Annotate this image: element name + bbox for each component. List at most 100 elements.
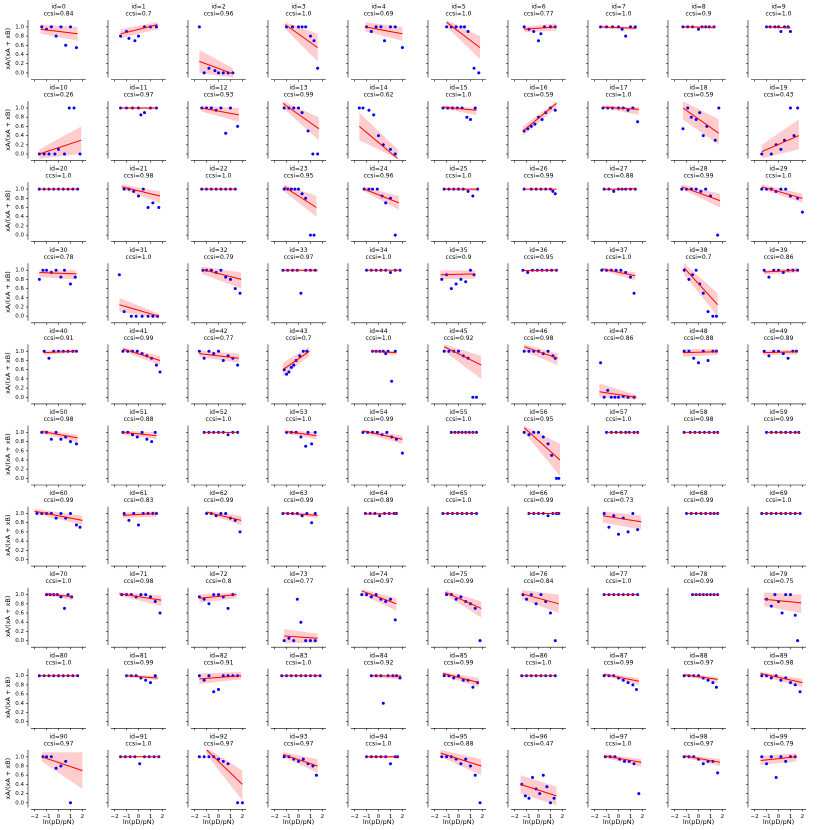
point <box>224 131 228 135</box>
panel-subtitle: ccsi=1.0 <box>286 659 312 666</box>
x-tick-label: −2 <box>191 814 199 820</box>
y-tick-label: 0.4 <box>15 458 24 464</box>
point <box>202 356 206 360</box>
point <box>298 354 302 358</box>
point <box>607 525 611 529</box>
point <box>546 514 550 518</box>
point <box>464 757 468 761</box>
point <box>148 681 152 685</box>
x-tick-label: −1 <box>122 814 130 820</box>
point <box>59 595 63 599</box>
point <box>73 275 77 279</box>
point <box>59 764 63 768</box>
point <box>706 359 710 362</box>
point <box>365 593 369 597</box>
point <box>760 674 764 678</box>
y-tick-label: 0.8 <box>15 682 24 688</box>
point <box>54 766 58 770</box>
point <box>398 676 402 680</box>
point <box>468 118 472 121</box>
point <box>637 792 641 796</box>
point <box>636 120 640 124</box>
point <box>612 514 616 518</box>
point <box>531 776 535 779</box>
point <box>686 106 690 110</box>
point <box>384 352 388 356</box>
x-tick-label: 0 <box>57 814 61 820</box>
point <box>445 25 449 29</box>
point <box>546 349 550 353</box>
point <box>68 282 72 286</box>
point <box>471 194 475 198</box>
panel-subtitle: ccsi=1.0 <box>606 416 632 423</box>
y-tick-label: 0.2 <box>15 629 24 635</box>
point <box>602 395 606 399</box>
y-tick-label: 0.2 <box>15 791 24 797</box>
point <box>74 523 78 527</box>
point <box>238 291 242 295</box>
panel-subtitle: ccsi=0.8 <box>206 578 232 585</box>
y-tick-label: 0.4 <box>15 782 24 788</box>
panel-title: id=57 <box>609 409 627 416</box>
panel-title: id=54 <box>369 409 387 416</box>
y-tick-label: 0.6 <box>15 773 24 779</box>
x-tick-label: −1 <box>682 814 690 820</box>
point <box>54 430 58 434</box>
point <box>796 639 800 643</box>
point <box>375 430 379 434</box>
fit-line <box>39 272 77 275</box>
panel-subtitle: ccsi=0.9 <box>686 11 712 18</box>
point <box>148 595 152 599</box>
point <box>62 152 66 156</box>
point <box>314 773 318 777</box>
y-tick-label: 0.4 <box>15 214 24 220</box>
fit-line <box>442 672 479 684</box>
point <box>40 25 44 29</box>
panel-subtitle: ccsi=0.95 <box>284 173 314 180</box>
point <box>447 349 451 353</box>
y-tick-label: 0.6 <box>15 448 24 454</box>
panel-title: id=27 <box>609 166 627 173</box>
x-tick-label: 0 <box>777 814 781 820</box>
point <box>49 25 53 29</box>
point <box>197 674 201 678</box>
panel-subtitle: ccsi=0.89 <box>364 497 394 504</box>
point <box>153 674 157 678</box>
point <box>541 435 545 439</box>
point <box>538 792 542 796</box>
point <box>606 388 610 392</box>
point <box>299 291 303 295</box>
panel-subtitle: ccsi=0.99 <box>524 173 554 180</box>
point <box>140 314 144 318</box>
point <box>217 688 220 691</box>
panel-subtitle: ccsi=1.0 <box>126 740 152 747</box>
panel-subtitle: ccsi=0.79 <box>764 740 794 747</box>
point <box>197 755 201 759</box>
point <box>59 25 63 29</box>
x-tick-label: −2 <box>431 814 439 820</box>
y-tick-label: 0.6 <box>15 124 24 130</box>
point <box>226 433 230 437</box>
point <box>628 275 632 279</box>
point <box>42 152 46 156</box>
fit-line <box>600 26 637 29</box>
point <box>131 433 135 437</box>
point <box>379 25 383 29</box>
panel-subtitle: ccsi=1.0 <box>46 578 72 585</box>
point <box>523 794 527 798</box>
point <box>212 690 216 694</box>
panel-title: id=90 <box>49 733 67 740</box>
point <box>226 762 230 766</box>
y-tick-label: 0.8 <box>15 764 24 770</box>
point <box>545 785 549 789</box>
point <box>299 435 303 439</box>
x-tick-label: 1 <box>229 814 233 820</box>
y-tick-label: 0.6 <box>15 529 24 535</box>
